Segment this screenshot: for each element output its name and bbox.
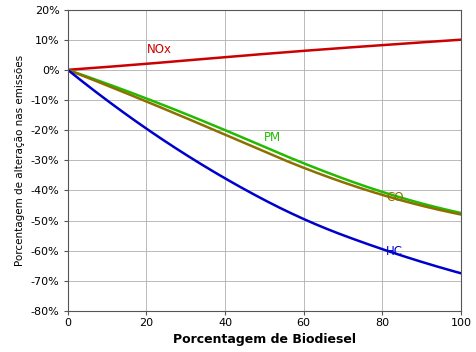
X-axis label: Porcentagem de Biodiesel: Porcentagem de Biodiesel (172, 333, 355, 346)
Text: PM: PM (264, 131, 281, 144)
Text: HC: HC (386, 245, 402, 258)
Text: NOx: NOx (146, 43, 171, 56)
Text: CO: CO (386, 191, 403, 204)
Y-axis label: Porcentagem de alteração nas emissões: Porcentagem de alteração nas emissões (15, 55, 25, 266)
